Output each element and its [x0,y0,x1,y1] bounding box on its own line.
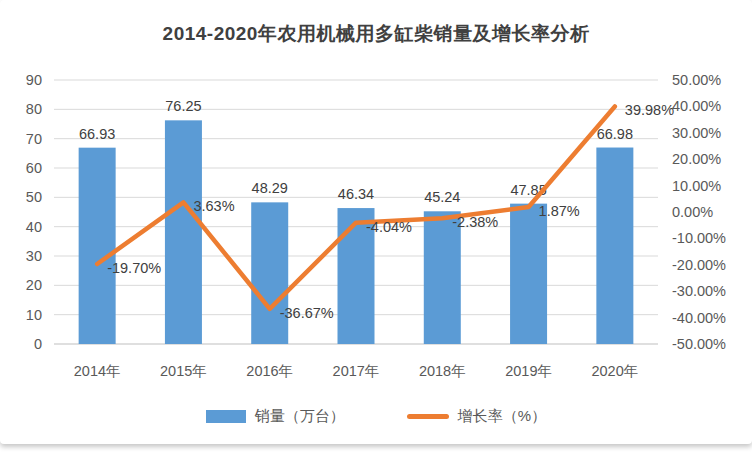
sales-bar-value-label: 66.98 [597,126,633,142]
sales-bar [596,148,633,344]
y-axis-left-tick-label: 50 [26,189,42,205]
chart-title: 2014-2020年农用机械用多缸柴销量及增长率分析 [0,0,752,55]
growth-point-value-label: 1.87% [539,203,580,219]
y-axis-left-tick-label: 10 [26,307,42,323]
combo-chart-plot: 0 10 20 30 40 50 60 70 80 90 -50.00% -40.00% -30.00%… [0,55,752,395]
x-axis-tick-label: 2017年 [333,363,380,379]
sales-bar-value-label: 48.29 [252,180,288,196]
chart-legend: 销量（万台） 增长率（%） [0,407,752,426]
y-axis-left-tick-label: 60 [26,160,42,176]
x-axis-tick-label: 2014年 [74,363,121,379]
sales-bar [510,204,547,344]
y-axis-right-tick-label: -50.00% [672,336,726,352]
y-axis-left-tick-label: 80 [26,101,42,117]
y-axis-right-tick-label: -30.00% [672,283,726,299]
y-axis-right-tick-label: 0.00% [672,204,713,220]
y-axis-left-tick-label: 30 [26,248,42,264]
legend-item-growth: 增长率（%） [407,407,546,426]
y-axis-left-tick-label: 0 [34,336,42,352]
sales-bar-value-label: 66.93 [79,126,115,142]
growth-point-value-label: 3.63% [193,198,234,214]
x-axis-tick-label: 2016年 [246,363,293,379]
sales-bar [251,202,288,344]
growth-point-value-label: -19.70% [107,260,161,276]
sales-bar-value-label: 76.25 [165,98,201,114]
sales-legend-label: 销量（万台） [255,407,345,426]
sales-bar [424,211,461,344]
growth-legend-swatch [407,414,449,419]
x-axis-tick-label: 2020年 [591,363,638,379]
y-axis-left-tick-label: 90 [26,72,42,88]
chart-card: 2014-2020年农用机械用多缸柴销量及增长率分析 0 10 20 30 40 50 60… [0,0,752,444]
y-axis-right-tick-label: 40.00% [672,98,721,114]
y-axis-right-tick-label: 20.00% [672,151,721,167]
growth-point-value-label: -2.38% [452,214,498,230]
x-axis-tick-label: 2019年 [505,363,552,379]
growth-point-value-label: -36.67% [280,305,334,321]
y-axis-right-tick-label: -40.00% [672,310,726,326]
growth-legend-label: 增长率（%） [458,407,546,426]
y-axis-left-tick-label: 70 [26,131,42,147]
y-axis-right-tick-label: 30.00% [672,125,721,141]
y-axis-left-tick-label: 40 [26,219,42,235]
sales-bar [165,120,202,344]
sales-bar-value-label: 46.34 [338,186,374,202]
y-axis-right-tick-label: -10.00% [672,230,726,246]
x-axis-tick-label: 2018年 [419,363,466,379]
sales-bar-value-label: 45.24 [424,189,460,205]
legend-item-sales: 销量（万台） [206,407,345,426]
y-axis-right-tick-label: 50.00% [672,72,721,88]
sales-bar [79,148,116,344]
sales-legend-swatch [206,410,246,423]
x-axis-tick-label: 2015年 [160,363,207,379]
y-axis-right-tick-label: 10.00% [672,178,721,194]
y-axis-left-tick-label: 20 [26,277,42,293]
y-axis-right-tick-label: -20.00% [672,257,726,273]
growth-point-value-label: -4.04% [366,219,412,235]
growth-point-value-label: 39.98% [625,102,674,118]
